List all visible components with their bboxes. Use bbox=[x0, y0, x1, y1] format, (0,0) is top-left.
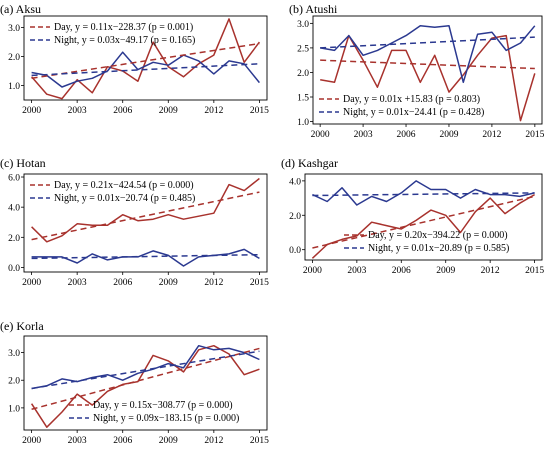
x-tick-label: 2003 bbox=[347, 266, 366, 276]
trend-line-night bbox=[31, 253, 260, 260]
x-tick-label: 2009 bbox=[439, 130, 458, 140]
y-tick-label: 3.0 bbox=[297, 20, 309, 30]
panel-title: (e) Korla bbox=[0, 319, 44, 333]
x-tick-label: 2015 bbox=[250, 436, 269, 446]
series-line-night bbox=[31, 51, 260, 88]
x-tick-label: 2009 bbox=[159, 436, 178, 446]
trend-line-day bbox=[320, 59, 535, 70]
y-tick-label: 0.0 bbox=[8, 264, 20, 274]
y-tick-label: 3.0 bbox=[8, 349, 20, 359]
x-tick-label: 2003 bbox=[68, 278, 87, 288]
x-tick-label: 2000 bbox=[303, 266, 322, 276]
trend-line-day bbox=[31, 42, 260, 80]
trend-line-night bbox=[312, 192, 535, 197]
y-tick-label: 2.0 bbox=[8, 234, 20, 244]
y-tick-label: 2.0 bbox=[297, 69, 309, 79]
legend-label-night: Night, y = 0.09x−183.15 (p = 0.000) bbox=[93, 413, 239, 424]
series-line-night bbox=[320, 25, 536, 84]
y-tick-label: 1.0 bbox=[8, 404, 20, 414]
legend-label-day: Day, y = 0.21x−424.54 (p = 0.000) bbox=[54, 180, 194, 191]
legend-label-day: Day, y = 0.15x−308.77 (p = 0.000) bbox=[93, 400, 233, 411]
x-tick-label: 2006 bbox=[113, 106, 132, 116]
panel-korla: (e) Korla 2000 2003 2006 2009 2012 2015 1.0 2.0 3… bbox=[0, 319, 269, 446]
y-tick-label: 2.0 bbox=[8, 53, 20, 63]
trend-line-day bbox=[31, 191, 260, 241]
y-tick-label: 2.0 bbox=[289, 212, 301, 222]
y-tick-label: 1.0 bbox=[297, 118, 309, 128]
series-line-day bbox=[311, 193, 535, 259]
legend-label-day: Day, y = 0.20x−394.22 (p = 0.000) bbox=[368, 230, 508, 241]
plot-frame bbox=[23, 335, 268, 431]
y-tick-label: 0.0 bbox=[289, 246, 301, 256]
x-tick-label: 2012 bbox=[204, 278, 223, 288]
x-tick-label: 2000 bbox=[22, 278, 41, 288]
trend-line-night bbox=[31, 350, 260, 390]
y-tick-label: 3.0 bbox=[8, 24, 20, 34]
x-tick-label: 2009 bbox=[436, 266, 455, 276]
series-line-night bbox=[312, 180, 535, 206]
y-tick-label: 2.5 bbox=[297, 44, 309, 54]
y-tick-label: 2.0 bbox=[8, 377, 20, 387]
y-tick-label: 4.0 bbox=[8, 204, 20, 214]
panel-title: (a) Aksu bbox=[0, 2, 41, 16]
plot-frame bbox=[304, 173, 543, 261]
x-tick-label: 2000 bbox=[22, 436, 41, 446]
trend-line-night bbox=[320, 36, 535, 49]
x-tick-label: 2009 bbox=[159, 106, 178, 116]
y-tick-label: 6.0 bbox=[8, 174, 20, 184]
x-tick-label: 2015 bbox=[525, 266, 544, 276]
y-tick-label: 1.5 bbox=[297, 94, 309, 104]
panel-kashgar: (d) Kashgar 2000 2003 2006 2009 2012 2015 0.0 2.… bbox=[281, 156, 544, 276]
x-tick-label: 2000 bbox=[22, 106, 41, 116]
x-tick-label: 2012 bbox=[482, 130, 501, 140]
x-tick-label: 2006 bbox=[113, 436, 132, 446]
x-tick-label: 2003 bbox=[68, 436, 87, 446]
trend-line-day bbox=[312, 195, 535, 249]
legend-label-night: Night, y = 0.03x−49.17 (p = 0.165) bbox=[54, 35, 195, 46]
x-tick-label: 2012 bbox=[481, 266, 500, 276]
legend-label-night: Night, y = 0.01x−20.89 (p = 0.585) bbox=[368, 243, 509, 254]
x-tick-label: 2015 bbox=[525, 130, 544, 140]
x-tick-label: 2009 bbox=[159, 278, 178, 288]
series-line-day bbox=[320, 34, 536, 122]
y-tick-label: 4.0 bbox=[289, 177, 301, 187]
x-tick-label: 2003 bbox=[68, 106, 87, 116]
panel-title: (c) Hotan bbox=[0, 156, 46, 170]
trend-line-night bbox=[31, 63, 260, 77]
panel-hotan: (c) Hotan 2000 2003 2006 2009 2012 2015 0.0 2.0 4… bbox=[0, 156, 269, 288]
series-line-night bbox=[31, 248, 260, 267]
panel-title: (d) Kashgar bbox=[281, 156, 338, 170]
x-tick-label: 2012 bbox=[204, 436, 223, 446]
plot-frame bbox=[312, 15, 543, 125]
legend-label-day: Day, y = 0.01x +15.83 (p = 0.803) bbox=[343, 94, 480, 105]
series-line-day bbox=[31, 177, 260, 243]
x-tick-label: 2006 bbox=[397, 130, 416, 140]
x-tick-label: 2012 bbox=[204, 106, 223, 116]
x-tick-label: 2015 bbox=[250, 106, 269, 116]
legend-label-night: Night, y = 0.01x−20.74 (p = 0.485) bbox=[54, 193, 195, 204]
legend-label-day: Day, y = 0.11x−228.37 (p = 0.001) bbox=[54, 22, 193, 33]
series-line-night bbox=[31, 344, 260, 390]
panel-atushi: (b) Atushi 2000 2003 2006 2009 2012 2015 1.0 1.5… bbox=[289, 2, 545, 140]
panel-aksu: (a) Aksu 2000 2003 2006 2009 2012 2015 1.0 2.0 3.… bbox=[0, 2, 269, 116]
x-tick-label: 2003 bbox=[354, 130, 373, 140]
x-tick-label: 2015 bbox=[250, 278, 269, 288]
x-tick-label: 2006 bbox=[113, 278, 132, 288]
plot-frame bbox=[23, 173, 268, 273]
plot-frame bbox=[23, 15, 268, 101]
x-tick-label: 2006 bbox=[392, 266, 411, 276]
x-tick-label: 2000 bbox=[311, 130, 330, 140]
legend-label-night: Night, y = 0.01x−24.41 (p = 0.428) bbox=[343, 107, 484, 118]
panel-title: (b) Atushi bbox=[289, 2, 338, 16]
y-tick-label: 1.0 bbox=[8, 82, 20, 92]
